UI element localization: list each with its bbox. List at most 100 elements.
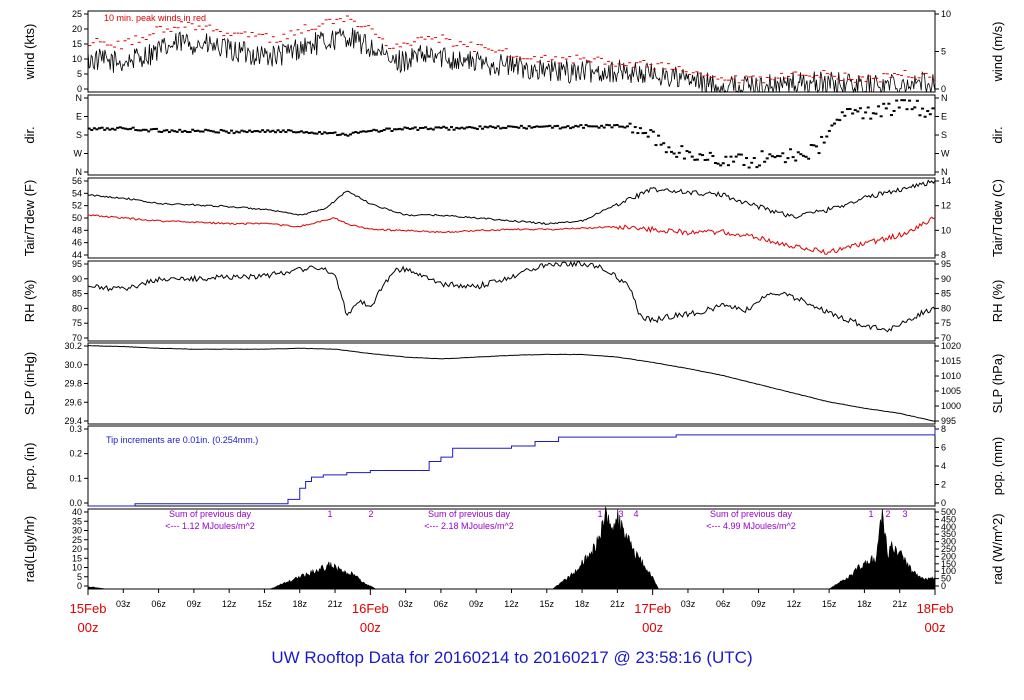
direction-mark: [623, 126, 627, 129]
direction-mark: [672, 152, 676, 155]
direction-mark: [522, 126, 526, 129]
direction-mark: [760, 150, 764, 153]
direction-mark: [173, 130, 177, 133]
direction-mark: [882, 102, 886, 105]
direction-mark: [188, 131, 192, 134]
precip-annotation: Tip increments are 0.01in. (0.254mm.): [106, 435, 258, 445]
direction-mark: [152, 128, 156, 131]
time-tick-label: 06z: [716, 599, 731, 609]
direction-mark: [571, 126, 575, 129]
direction-mark: [198, 130, 202, 133]
right-tick-label: 95: [941, 259, 951, 269]
direction-mark: [302, 131, 306, 134]
day-label-date: 16Feb: [352, 601, 389, 616]
direction-mark: [804, 155, 808, 158]
ylabel-right-pressure: SLP (hPa): [990, 354, 1005, 414]
left-tick-label: 44: [72, 250, 82, 260]
left-tick-label: E: [76, 112, 82, 122]
direction-mark: [336, 134, 340, 137]
direction-mark: [434, 126, 438, 129]
direction-mark: [186, 130, 190, 133]
direction-mark: [908, 99, 912, 102]
direction-mark: [569, 127, 573, 130]
direction-mark: [602, 126, 606, 129]
direction-mark: [856, 110, 860, 113]
direction-mark: [605, 123, 609, 126]
direction-mark: [343, 133, 347, 136]
direction-mark: [271, 129, 275, 132]
direction-mark: [514, 126, 518, 129]
radiation-peak-marker: 3: [902, 509, 907, 519]
direction-mark: [566, 125, 570, 128]
direction-mark: [545, 125, 549, 128]
direction-mark: [773, 156, 777, 159]
direction-mark: [165, 129, 169, 132]
direction-mark: [757, 164, 761, 167]
left-tick-label: 80: [72, 303, 82, 313]
direction-mark: [398, 127, 402, 130]
direction-mark: [92, 127, 96, 130]
left-tick-label: 35: [72, 516, 82, 526]
direction-mark: [587, 125, 591, 128]
direction-mark: [129, 127, 133, 130]
right-tick-label: 50: [941, 574, 951, 584]
direction-mark: [211, 130, 215, 133]
ylabel-right-radiation: rad (W/m^2): [990, 513, 1005, 584]
direction-mark: [113, 128, 117, 131]
day-label-time: 00z: [925, 620, 946, 635]
direction-mark: [931, 107, 935, 110]
direction-mark: [488, 125, 492, 128]
direction-mark: [561, 126, 565, 129]
right-tick-label: W: [941, 149, 950, 159]
direction-mark: [724, 155, 728, 158]
direction-mark: [550, 126, 554, 129]
direction-mark: [323, 131, 327, 134]
direction-mark: [851, 112, 855, 115]
direction-mark: [750, 161, 754, 164]
direction-mark: [442, 125, 446, 128]
direction-mark: [460, 126, 464, 129]
direction-mark: [408, 127, 412, 130]
right-tick-label: 6: [941, 443, 946, 453]
direction-mark: [413, 126, 417, 129]
direction-mark: [543, 125, 547, 128]
direction-mark: [297, 131, 301, 134]
right-tick-label: 10: [941, 225, 951, 235]
direction-mark: [861, 117, 865, 120]
direction-mark: [103, 128, 107, 131]
direction-mark: [359, 130, 363, 133]
direction-mark: [144, 128, 148, 131]
right-tick-label: 1000: [941, 401, 961, 411]
direction-mark: [827, 129, 831, 132]
left-tick-label: 46: [72, 238, 82, 248]
radiation-peak-marker: 1: [327, 509, 332, 519]
direction-mark: [250, 130, 254, 133]
direction-mark: [576, 125, 580, 128]
direction-mark: [825, 135, 829, 138]
right-tick-label: 0: [941, 581, 946, 591]
radiation-sum-note: Sum of previous day: [428, 509, 511, 519]
direction-mark: [853, 109, 857, 112]
direction-mark: [669, 150, 673, 153]
left-tick-label: 50: [72, 213, 82, 223]
direction-mark: [330, 132, 334, 135]
direction-mark: [230, 129, 234, 132]
panel-frame-direction: [87, 94, 936, 176]
direction-mark: [496, 125, 500, 128]
direction-mark: [193, 130, 197, 133]
panel-frame-humidity: [87, 260, 936, 342]
direction-mark: [390, 129, 394, 132]
right-tick-label: 1020: [941, 341, 961, 351]
time-tick-label: 09z: [469, 599, 484, 609]
direction-mark: [136, 129, 140, 132]
right-tick-label: 2: [941, 480, 946, 490]
right-tick-label: 4: [941, 461, 946, 471]
time-tick-label: 09z: [187, 599, 202, 609]
left-tick-label: 75: [72, 318, 82, 328]
direction-mark: [615, 123, 619, 126]
direction-mark: [162, 129, 166, 132]
direction-mark: [685, 150, 689, 153]
direction-mark: [382, 128, 386, 131]
direction-mark: [170, 129, 174, 132]
direction-mark: [147, 130, 151, 133]
